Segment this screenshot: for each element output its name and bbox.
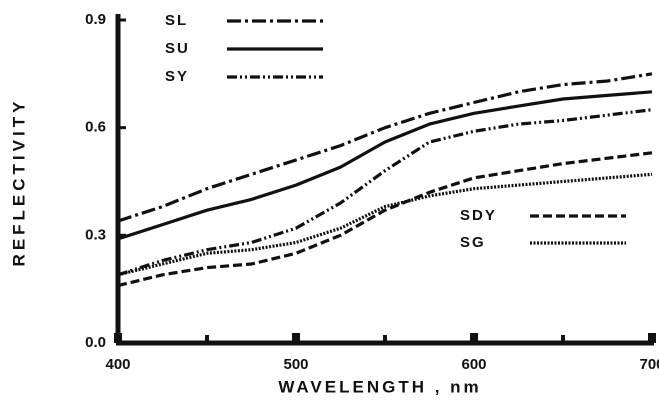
y-tick-label: 0.9 — [85, 11, 106, 28]
line-series — [117, 90, 653, 241]
y-tick-label: 0.6 — [85, 119, 106, 136]
line-series — [117, 72, 653, 223]
x-tick-label: 700 — [639, 356, 659, 373]
legend-label: SU — [165, 40, 190, 57]
legend-label: SY — [165, 68, 189, 85]
x-tick-label: 500 — [283, 356, 308, 373]
line-series — [117, 108, 653, 277]
x-tick-label: 400 — [105, 356, 130, 373]
x-tick — [292, 333, 300, 343]
legend-label: SDY — [460, 207, 497, 224]
line-series — [117, 151, 653, 288]
y-tick-label: 0.0 — [85, 334, 106, 351]
line-series — [117, 172, 653, 277]
x-tick-label: 600 — [461, 356, 486, 373]
x-tick — [470, 333, 478, 343]
y-tick-label: 0.3 — [85, 226, 106, 243]
minor-tick — [561, 335, 565, 343]
y-axis-label: REFLECTIVITY — [9, 98, 28, 267]
legend-label: SG — [460, 234, 486, 251]
x-tick — [114, 333, 122, 343]
x-tick — [648, 333, 656, 343]
minor-tick — [383, 335, 387, 343]
x-axis-label: WAVELENGTH , nm — [278, 377, 481, 396]
minor-tick — [205, 335, 209, 343]
legend-label: SL — [165, 12, 188, 29]
